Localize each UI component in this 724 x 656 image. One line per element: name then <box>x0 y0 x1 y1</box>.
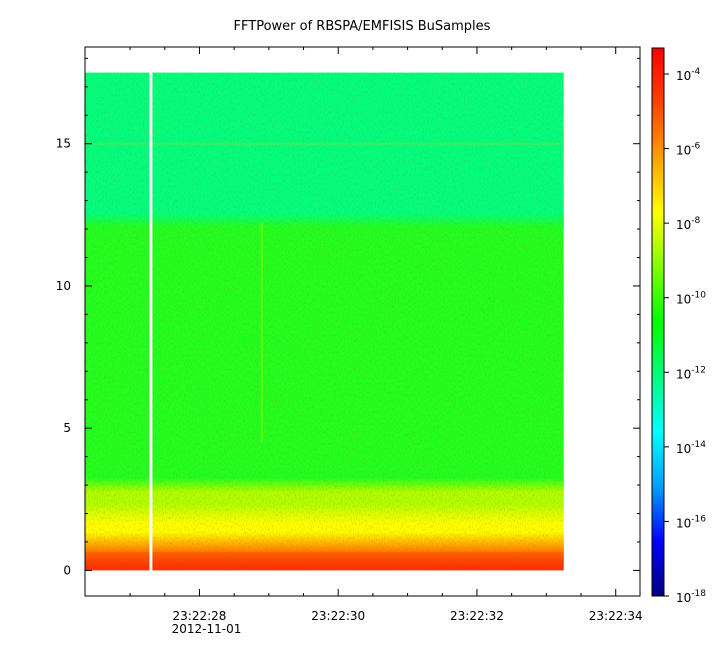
colorbar-tick-label: 10-12 <box>676 365 706 381</box>
colorbar-scale <box>651 47 665 597</box>
x-axis: 23:22:28 23:22:30 23:22:32 23:22:34 2012-11-… <box>129 47 643 636</box>
spectrogram-bands <box>85 72 564 571</box>
colorbar-tick-label: 10-16 <box>676 514 706 530</box>
colorbar-tick-label: 10-14 <box>676 440 706 456</box>
plot-frame <box>84 46 641 597</box>
plot-area <box>84 46 641 597</box>
x-tick-label: 23:22:28 <box>173 609 227 623</box>
chart-title: FFTPower of RBSPA/EMFISIS BuSamples <box>234 19 491 34</box>
x-tick-label: 23:22:30 <box>311 609 365 623</box>
y-tick-label: 10 <box>56 279 71 293</box>
data-gap <box>149 71 153 572</box>
y-tick-label: 5 <box>63 421 71 435</box>
x-date-label: 2012-11-01 <box>172 622 242 636</box>
colorbar-tick-label: 10-10 <box>676 291 706 307</box>
colorbar: 10-4 10-6 10-8 10-10 10-12 10-14 10-16 10-18 <box>651 47 706 605</box>
x-tick-label: 23:22:34 <box>589 609 643 623</box>
y-axis: 0 5 10 15 <box>56 57 640 577</box>
colorbar-tick-label: 10-8 <box>676 216 701 232</box>
x-tick-label: 23:22:32 <box>450 609 504 623</box>
colorbar-tick-label: 10-6 <box>676 142 701 158</box>
colorbar-tick-label: 10-4 <box>676 67 701 83</box>
y-tick-label: 15 <box>56 137 71 151</box>
colorbar-tick-label: 10-18 <box>676 589 706 605</box>
y-tick-label: 0 <box>63 563 71 577</box>
spectrogram-texture <box>85 72 564 571</box>
